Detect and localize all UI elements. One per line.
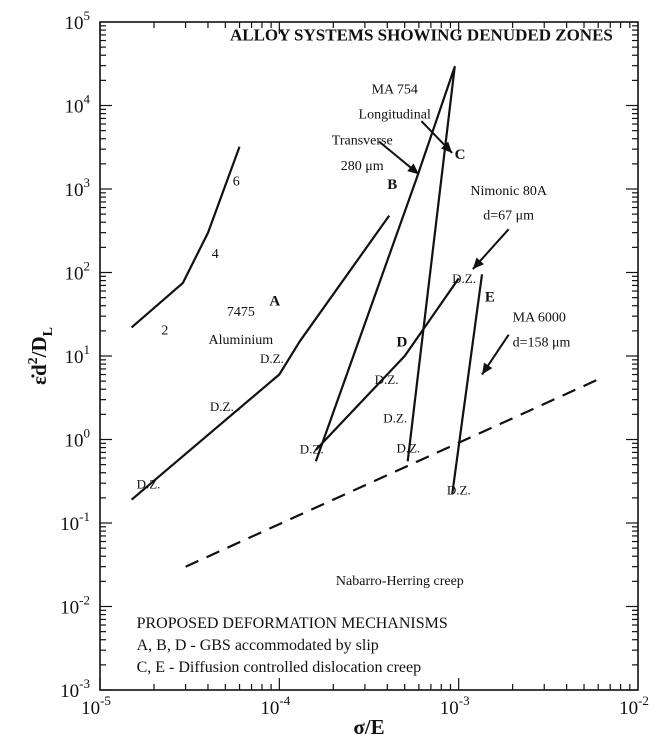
y-axis-title-text: ε̇d2/DL [26, 327, 56, 385]
y-axis-title: ε̇d2/DL [26, 327, 56, 385]
label-dz-8: D.Z. [452, 271, 476, 286]
legend-line: PROPOSED DEFORMATION MECHANISMS [137, 615, 448, 632]
label-dz-4: D.Z. [300, 441, 324, 456]
arrow-ma6000 [481, 334, 510, 376]
label-lbl-d67: d=67 μm [483, 209, 534, 224]
legend-line: A, B, D - GBS accommodated by slip [137, 637, 379, 654]
x-tick-label: 10-3 [440, 693, 470, 719]
label-lbl-2: 2 [161, 324, 168, 339]
series-curve-d [315, 277, 460, 451]
x-tick-label: 10-4 [260, 693, 290, 719]
y-tick-label: 100 [65, 426, 91, 452]
label-lbl-aluminium: Aluminium [209, 333, 274, 348]
label-dz-5: D.Z. [375, 372, 399, 387]
label-dz-6: D.Z. [383, 410, 407, 425]
series-group [130, 65, 603, 568]
chart-title: ALLOY SYSTEMS SHOWING DENUDED ZONES [230, 26, 613, 45]
y-tick-label: 104 [65, 92, 91, 118]
label-lbl-4: 4 [212, 247, 219, 262]
x-axis-title: σ/E [353, 715, 384, 736]
label-lbl-transverse: Transverse [332, 134, 393, 149]
y-tick-label: 101 [65, 342, 91, 368]
label-lbl-nh: Nabarro-Herring creep [336, 574, 464, 589]
label-lbl-280: 280 μm [341, 159, 384, 174]
series-curve-e [451, 274, 484, 495]
label-lbl-b: B [387, 177, 397, 193]
label-lbl-d: D [396, 334, 407, 350]
mechanisms-legend: PROPOSED DEFORMATION MECHANISMS A, B, D -… [137, 615, 448, 676]
series-curve-b-c [314, 65, 456, 462]
label-lbl-ma754: MA 754 [372, 82, 418, 97]
label-lbl-e: E [485, 289, 495, 305]
label-lbl-6: 6 [233, 175, 240, 190]
label-lbl-nimonic: Nimonic 80A [470, 184, 547, 199]
x-tick-label: 10-5 [81, 693, 111, 719]
y-tick-label: 10-1 [60, 509, 90, 535]
arrows-group [378, 120, 510, 376]
label-dz-7: D.Z. [396, 440, 420, 455]
label-lbl-7475: 7475 [227, 305, 255, 320]
series-curve-a [130, 214, 391, 501]
label-dz-3: D.Z. [260, 351, 284, 366]
y-tick-label: 10-3 [60, 676, 90, 702]
label-dz-2: D.Z. [210, 399, 234, 414]
x-tick-label: 10-2 [619, 693, 649, 719]
y-tick-label: 10-2 [60, 593, 90, 619]
axis-ticks [99, 22, 638, 691]
y-tick-label: 102 [65, 259, 91, 285]
label-dz-9: D.Z. [447, 482, 471, 497]
series-nabarro-herring [185, 376, 603, 568]
y-tick-label: 103 [65, 175, 91, 201]
label-dz-1: D.Z. [137, 476, 161, 491]
label-lbl-ma6000: MA 6000 [513, 310, 566, 325]
arrow-nimonic [472, 228, 510, 270]
label-lbl-a: A [269, 294, 280, 310]
label-lbl-longitudinal: Longitudinal [359, 107, 431, 122]
label-lbl-d158: d=158 μm [513, 335, 571, 350]
y-tick-label: 105 [65, 8, 91, 34]
arrow-ma754-longitudinal [420, 120, 453, 154]
labels-group: 2 4 6 A B C D E 7475 Aluminium MA 754 Longitudinal T… [137, 82, 571, 589]
legend-line: C, E - Diffusion controlled dislocation … [137, 659, 422, 676]
axis-tick-labels: 10-5 10-4 10-3 10-2 10-3 10-2 10-1 100 101 102 103… [60, 8, 649, 719]
series-curve-2-4-6 [130, 146, 241, 329]
arrow-ma754-transverse [378, 140, 420, 176]
label-lbl-c: C [455, 147, 466, 163]
